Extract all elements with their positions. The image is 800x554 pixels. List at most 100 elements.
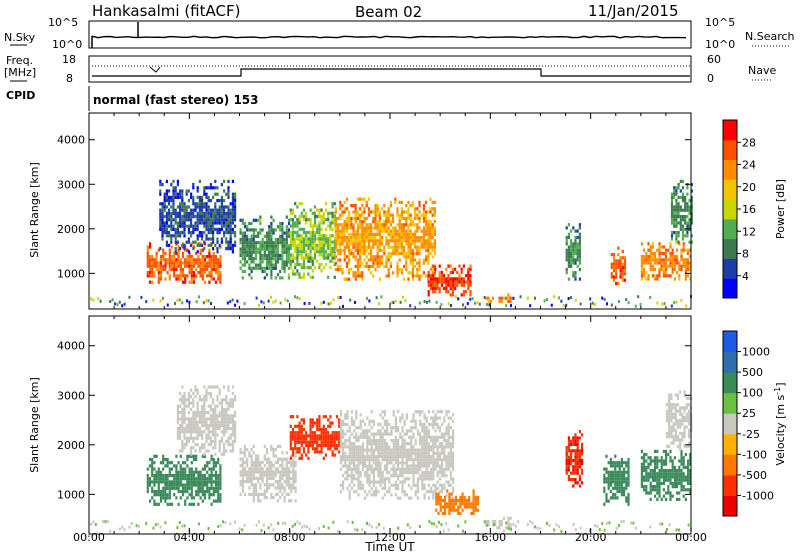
heatmap-cell [439,508,442,512]
heatmap-cell [383,226,386,230]
heatmap-cell [148,457,152,462]
heatmap-cell [673,301,676,304]
heatmap-cell [423,493,426,497]
heatmap-cell [281,470,284,474]
heatmap-cell [414,236,417,240]
heatmap-cell [372,210,375,214]
heatmap-cell [452,442,455,446]
heatmap-cell [302,246,306,251]
heatmap-cell [146,480,149,484]
heatmap-cell [509,296,512,300]
heatmap-cell [354,236,357,240]
heatmap-cell [279,457,282,461]
heatmap-cell [220,208,223,212]
heatmap-cell [359,232,362,236]
nsky-label: N.Sky [4,31,36,44]
heatmap-cell [447,454,450,459]
heatmap-cell [333,202,336,206]
heatmap-cell [441,410,444,414]
heatmap-cell [164,464,167,468]
heatmap-cell [296,234,299,238]
heatmap-cell [257,241,260,245]
heatmap-cell [210,454,213,458]
heatmap-cell [350,410,353,414]
heatmap-cell [576,229,579,233]
heatmap-cell [472,505,475,509]
heatmap-cell [261,460,264,464]
heatmap-cell [231,199,234,203]
heatmap-cell [388,486,391,491]
heatmap-cell [465,274,468,278]
heatmap-cell [341,268,344,272]
heatmap-cell [184,486,187,490]
heatmap-cell [578,258,581,262]
heatmap-cell [270,448,273,452]
heatmap-cell [372,232,375,236]
heatmap-cell [227,427,230,431]
heatmap-cell [287,476,291,480]
heatmap-cell [195,470,198,474]
heatmap-cell [219,264,222,268]
heatmap-cell [658,258,661,262]
heatmap-cell [300,240,303,244]
heatmap-cell [370,223,373,227]
heatmap-cell [217,483,220,487]
heatmap-cell [367,268,370,272]
heatmap-cell [344,454,347,459]
heatmap-cell [311,431,314,435]
heatmap-cell [159,473,163,478]
heatmap-cell [212,264,215,268]
heatmap-cell [327,246,330,251]
heatmap-cell [353,445,356,449]
heatmap-cell [179,449,182,453]
heatmap-cell [427,261,430,265]
heatmap-cell [660,261,663,265]
heatmap-cell [190,264,193,268]
heatmap-cell [181,255,185,259]
heatmap-cell [403,248,406,252]
heatmap-cell [285,231,288,235]
heatmap-cell [403,210,406,214]
heatmap-cell [425,232,428,236]
heatmap-cell [472,489,475,493]
heatmap-cell [412,445,415,449]
heatmap-cell [190,477,193,481]
heatmap-cell [241,489,244,493]
heatmap-cell [507,296,510,300]
heatmap-cell [352,239,355,243]
heatmap-cell [686,231,689,235]
heatmap-cell [305,234,308,238]
heatmap-cell [220,205,223,209]
heatmap-cell [227,189,230,193]
heatmap-cell [207,404,210,408]
heatmap-cell [339,268,342,272]
heatmap-cell [567,468,570,472]
heatmap-cell [159,218,162,222]
heatmap-cell [219,486,222,490]
heatmap-cell [457,511,460,515]
heatmap-cell [438,445,441,449]
heatmap-cell [454,286,457,291]
heatmap-cell [427,239,430,243]
heatmap-cell [172,208,175,212]
heatmap-cell [682,242,685,246]
heatmap-cell [565,251,568,256]
heatmap-cell [223,433,226,437]
heatmap-cell [447,461,450,465]
heatmap-cell [370,229,373,233]
heatmap-cell [313,256,317,260]
heatmap-cell [305,243,308,247]
heatmap-cell [209,395,212,399]
heatmap-cell [405,432,408,436]
heatmap-cell [181,199,184,203]
heatmap-cell [354,264,357,268]
heatmap-cell [348,245,351,249]
heatmap-cell [285,228,288,232]
heatmap-cell [355,410,358,414]
heatmap-cell [372,448,375,452]
heatmap-cell [194,414,197,418]
heatmap-cell [219,470,222,474]
heatmap-cell [678,274,681,278]
heatmap-cell [367,245,370,249]
heatmap-cell [201,199,204,203]
